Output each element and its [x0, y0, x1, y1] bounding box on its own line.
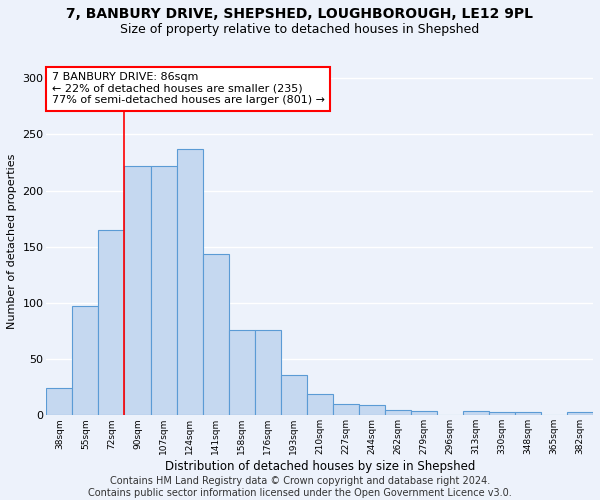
Bar: [46, 388, 73, 415]
Bar: [176, 149, 203, 415]
Text: 7 BANBURY DRIVE: 86sqm
← 22% of detached houses are smaller (235)
77% of semi-de: 7 BANBURY DRIVE: 86sqm ← 22% of detached…: [52, 72, 325, 106]
Bar: [203, 254, 229, 416]
Bar: [567, 412, 593, 416]
Bar: [254, 330, 281, 416]
Bar: [281, 375, 307, 416]
Bar: [359, 405, 385, 415]
X-axis label: Distribution of detached houses by size in Shepshed: Distribution of detached houses by size …: [164, 460, 475, 473]
Bar: [385, 410, 411, 416]
Bar: [229, 330, 254, 416]
Bar: [124, 166, 151, 416]
Bar: [489, 412, 515, 416]
Bar: [307, 394, 333, 415]
Text: 7, BANBURY DRIVE, SHEPSHED, LOUGHBOROUGH, LE12 9PL: 7, BANBURY DRIVE, SHEPSHED, LOUGHBOROUGH…: [67, 8, 533, 22]
Bar: [73, 306, 98, 416]
Bar: [411, 411, 437, 416]
Bar: [151, 166, 176, 416]
Bar: [515, 412, 541, 416]
Text: Size of property relative to detached houses in Shepshed: Size of property relative to detached ho…: [121, 22, 479, 36]
Bar: [463, 411, 489, 416]
Bar: [98, 230, 124, 416]
Y-axis label: Number of detached properties: Number of detached properties: [7, 154, 17, 329]
Text: Contains HM Land Registry data © Crown copyright and database right 2024.
Contai: Contains HM Land Registry data © Crown c…: [88, 476, 512, 498]
Bar: [333, 404, 359, 415]
